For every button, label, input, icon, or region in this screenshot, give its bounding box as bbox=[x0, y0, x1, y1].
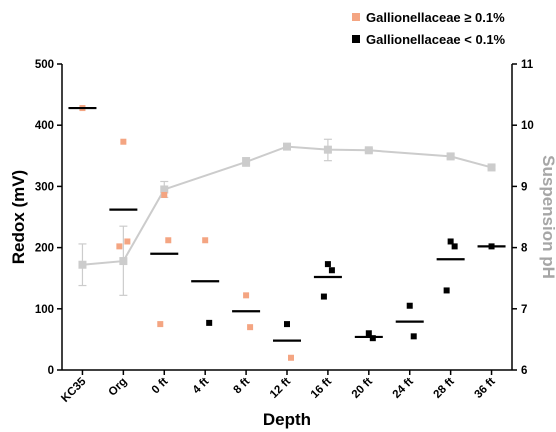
x-tick-label: 4 ft bbox=[191, 376, 212, 397]
x-tick-label: 20 ft bbox=[350, 376, 375, 401]
redox-point bbox=[243, 292, 250, 299]
x-tick-label: 12 ft bbox=[268, 376, 293, 401]
redox-point bbox=[406, 302, 413, 309]
left-tick-label: 400 bbox=[35, 120, 54, 132]
redox-point bbox=[447, 238, 454, 245]
left-tick-label: 0 bbox=[48, 365, 54, 377]
ph-line bbox=[82, 145, 492, 266]
redox-point bbox=[120, 138, 127, 145]
right-tick-label: 10 bbox=[521, 120, 534, 132]
redox-point bbox=[284, 321, 290, 328]
redox-point bbox=[365, 330, 372, 337]
legend-swatch-high bbox=[352, 13, 360, 21]
redox-point bbox=[165, 237, 172, 244]
ph-series bbox=[78, 138, 496, 296]
x-tick-label: 24 ft bbox=[391, 376, 416, 401]
y-axis-label-left: Redox (mV) bbox=[9, 170, 28, 264]
ph-point bbox=[283, 142, 291, 151]
right-tick-label: 8 bbox=[521, 243, 528, 255]
ph-point bbox=[160, 185, 169, 194]
redox-point bbox=[247, 324, 254, 331]
redox-point bbox=[410, 333, 417, 340]
right-tick-label: 6 bbox=[521, 365, 527, 377]
redox-point bbox=[157, 321, 164, 328]
ph-point bbox=[364, 146, 373, 155]
right-tick-label: 9 bbox=[521, 181, 527, 193]
redox-point bbox=[124, 238, 131, 245]
legend-swatch-low bbox=[352, 35, 360, 43]
x-axis-label: Depth bbox=[263, 410, 311, 429]
left-tick-label: 200 bbox=[35, 243, 54, 255]
redox-point bbox=[369, 335, 376, 342]
right-tick-label: 7 bbox=[521, 304, 527, 316]
x-tick-label: 8 ft bbox=[232, 376, 253, 397]
right-tick-label: 11 bbox=[521, 59, 534, 71]
ph-point bbox=[78, 260, 87, 269]
right-y-ticks: 6 7 8 9 10 11 bbox=[512, 59, 534, 377]
x-tick-label: 28 ft bbox=[432, 376, 457, 401]
x-tick-label: 0 ft bbox=[150, 376, 171, 397]
x-tick-label: 36 ft bbox=[472, 376, 497, 401]
redox-point bbox=[116, 243, 123, 250]
left-tick-label: 500 bbox=[35, 59, 54, 71]
ph-point bbox=[119, 257, 128, 266]
y-axis-label-right: Suspension pH bbox=[539, 155, 556, 279]
x-ticks: KC35 Org 0 ft 4 ft 8 ft 12 ft 16 ft 20 ft 24 ft 2… bbox=[59, 370, 498, 405]
ph-point bbox=[487, 163, 496, 172]
redox-point bbox=[328, 267, 335, 274]
redox-point bbox=[451, 243, 458, 250]
redox-point bbox=[288, 354, 294, 361]
left-tick-label: 100 bbox=[35, 304, 54, 316]
redox-point bbox=[161, 191, 168, 198]
x-tick-label: 16 ft bbox=[309, 376, 334, 401]
legend: Gallionellaceae ≥ 0.1% Gallionellaceae <… bbox=[352, 10, 506, 47]
redox-point bbox=[324, 261, 331, 268]
left-tick-label: 300 bbox=[35, 181, 54, 193]
redox-means bbox=[68, 106, 506, 342]
ph-point bbox=[323, 145, 332, 154]
redox-point bbox=[320, 293, 327, 300]
legend-label-low: Gallionellaceae < 0.1% bbox=[366, 32, 506, 47]
x-tick-label: KC35 bbox=[59, 375, 89, 405]
x-tick-label: Org bbox=[107, 376, 130, 399]
left-y-ticks: 0 100 200 300 400 500 bbox=[35, 59, 62, 377]
redox-point bbox=[443, 287, 450, 294]
redox-point bbox=[206, 319, 213, 326]
ph-point bbox=[446, 152, 455, 161]
ph-point bbox=[242, 157, 251, 166]
legend-label-high: Gallionellaceae ≥ 0.1% bbox=[366, 10, 505, 25]
redox-point bbox=[202, 237, 209, 244]
